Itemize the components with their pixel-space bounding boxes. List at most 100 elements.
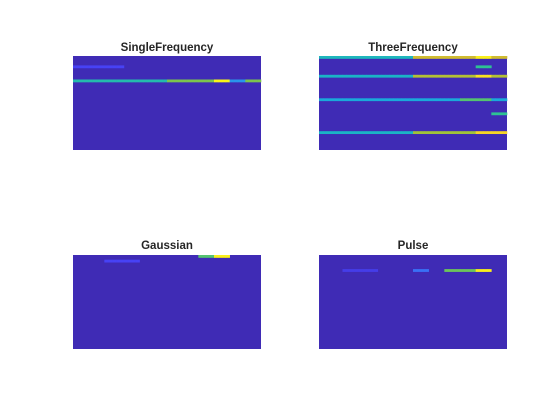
heatmap-cell [123,259,129,263]
heatmap-cell [190,79,195,83]
heatmap-cell [253,79,258,83]
heatmap-cell [100,65,105,69]
heatmap-cell [444,56,449,59]
heatmap-cell [210,79,215,83]
heatmap-cell [397,74,402,78]
heatmap-background-single-frequency [73,56,261,150]
heatmap-cell [366,269,371,272]
heatmap-cell [350,269,355,272]
heatmap-cell [475,56,480,59]
heatmap-cell [456,56,461,59]
heatmap-cell [330,131,335,135]
panel-title-single-frequency: SingleFrequency [121,42,214,54]
heatmap-cell [456,74,461,78]
heatmap-cell [487,65,492,69]
heatmap-cell [503,112,508,116]
heatmap-cell [362,269,367,272]
heatmap-cell [463,56,469,59]
heatmap-cell [84,65,89,69]
heatmap-cell [483,98,488,102]
heatmap-cell [358,98,363,102]
heatmap-cell [120,79,125,83]
heatmap-cell [409,98,414,102]
heatmap-cell [381,56,386,59]
heatmap-cell [88,65,93,69]
heatmap-cell [405,98,410,102]
heatmap-cell [139,79,144,83]
panel-title-three-frequency: ThreeFrequency [368,42,458,54]
heatmap-three-frequency [319,56,508,150]
heatmap-cell [112,79,117,83]
heatmap-cell [338,131,343,135]
heatmap-cell [440,131,445,135]
heatmap-cell [456,131,461,135]
heatmap-cell [385,56,390,59]
heatmap-cell [495,131,500,135]
heatmap-cell [483,65,488,69]
heatmap-cell [214,79,219,83]
heatmap-cell [424,131,429,135]
heatmap-cell [330,98,335,102]
heatmap-cell [73,65,78,69]
heatmap-cell [151,79,156,83]
heatmap-cell [257,79,262,83]
heatmap-cell [463,98,469,102]
heatmap-cell [405,74,410,78]
heatmap-cell [120,65,125,69]
heatmap-cell [432,74,437,78]
heatmap-cell [202,255,207,258]
heatmap-cell [393,131,398,135]
heatmap-cell [420,56,426,59]
heatmap-cell [108,65,113,69]
heatmap-cell [326,98,332,102]
heatmap-cell [377,74,382,78]
heatmap-cell [354,98,359,102]
heatmap-cell [467,56,473,59]
heatmap-cell [444,131,449,135]
heatmap-background-three-frequency [319,56,507,150]
heatmap-cell [467,98,473,102]
heatmap-cell [471,131,476,135]
heatmap-cell [217,255,223,258]
heatmap-cell [381,74,386,78]
heatmap-cell [108,79,113,83]
heatmap-cell [460,131,465,135]
heatmap-cell [322,131,328,135]
heatmap-cell [377,56,382,59]
heatmap-cell [174,79,180,83]
heatmap-cell [393,56,398,59]
heatmap-cell [131,259,136,263]
heatmap-cell [319,98,324,102]
heatmap-cell [409,74,414,78]
heatmap-cell [233,79,238,83]
heatmap-cell [436,98,441,102]
heatmap-cell [491,112,496,116]
heatmap-cell [444,269,449,272]
heatmap-cell [495,112,500,116]
heatmap-cell [424,98,429,102]
heatmap-cell [338,98,343,102]
heatmap-cell [499,74,504,78]
heatmap-cell [346,74,351,78]
heatmap-cell [401,56,406,59]
heatmap-cell [358,269,363,272]
heatmap-cell [221,79,227,83]
heatmap-cell [448,269,453,272]
heatmap-cell [206,255,211,258]
heatmap-cell [334,74,339,78]
heatmap-cell [405,56,410,59]
heatmap-cell [440,98,445,102]
heatmap-cell [495,56,500,59]
heatmap-cell [334,56,339,59]
heatmap-cell [319,74,324,78]
heatmap-cell [401,131,406,135]
heatmap-cell [436,74,441,78]
heatmap-cell [369,98,375,102]
heatmap-cell [373,98,379,102]
heatmap-cell [163,79,168,83]
heatmap-cell [416,74,422,78]
heatmap-cell [499,56,504,59]
heatmap-cell [358,56,363,59]
heatmap-cell [487,74,492,78]
heatmap-cell [503,74,508,78]
